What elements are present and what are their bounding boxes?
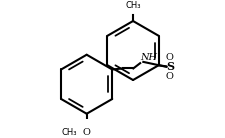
Text: NH: NH — [141, 53, 158, 62]
Text: O: O — [166, 72, 174, 81]
Text: CH₃: CH₃ — [61, 128, 77, 137]
Text: CH₃: CH₃ — [125, 2, 141, 10]
Text: O: O — [82, 128, 90, 137]
Text: S: S — [166, 61, 175, 72]
Text: O: O — [166, 53, 174, 62]
